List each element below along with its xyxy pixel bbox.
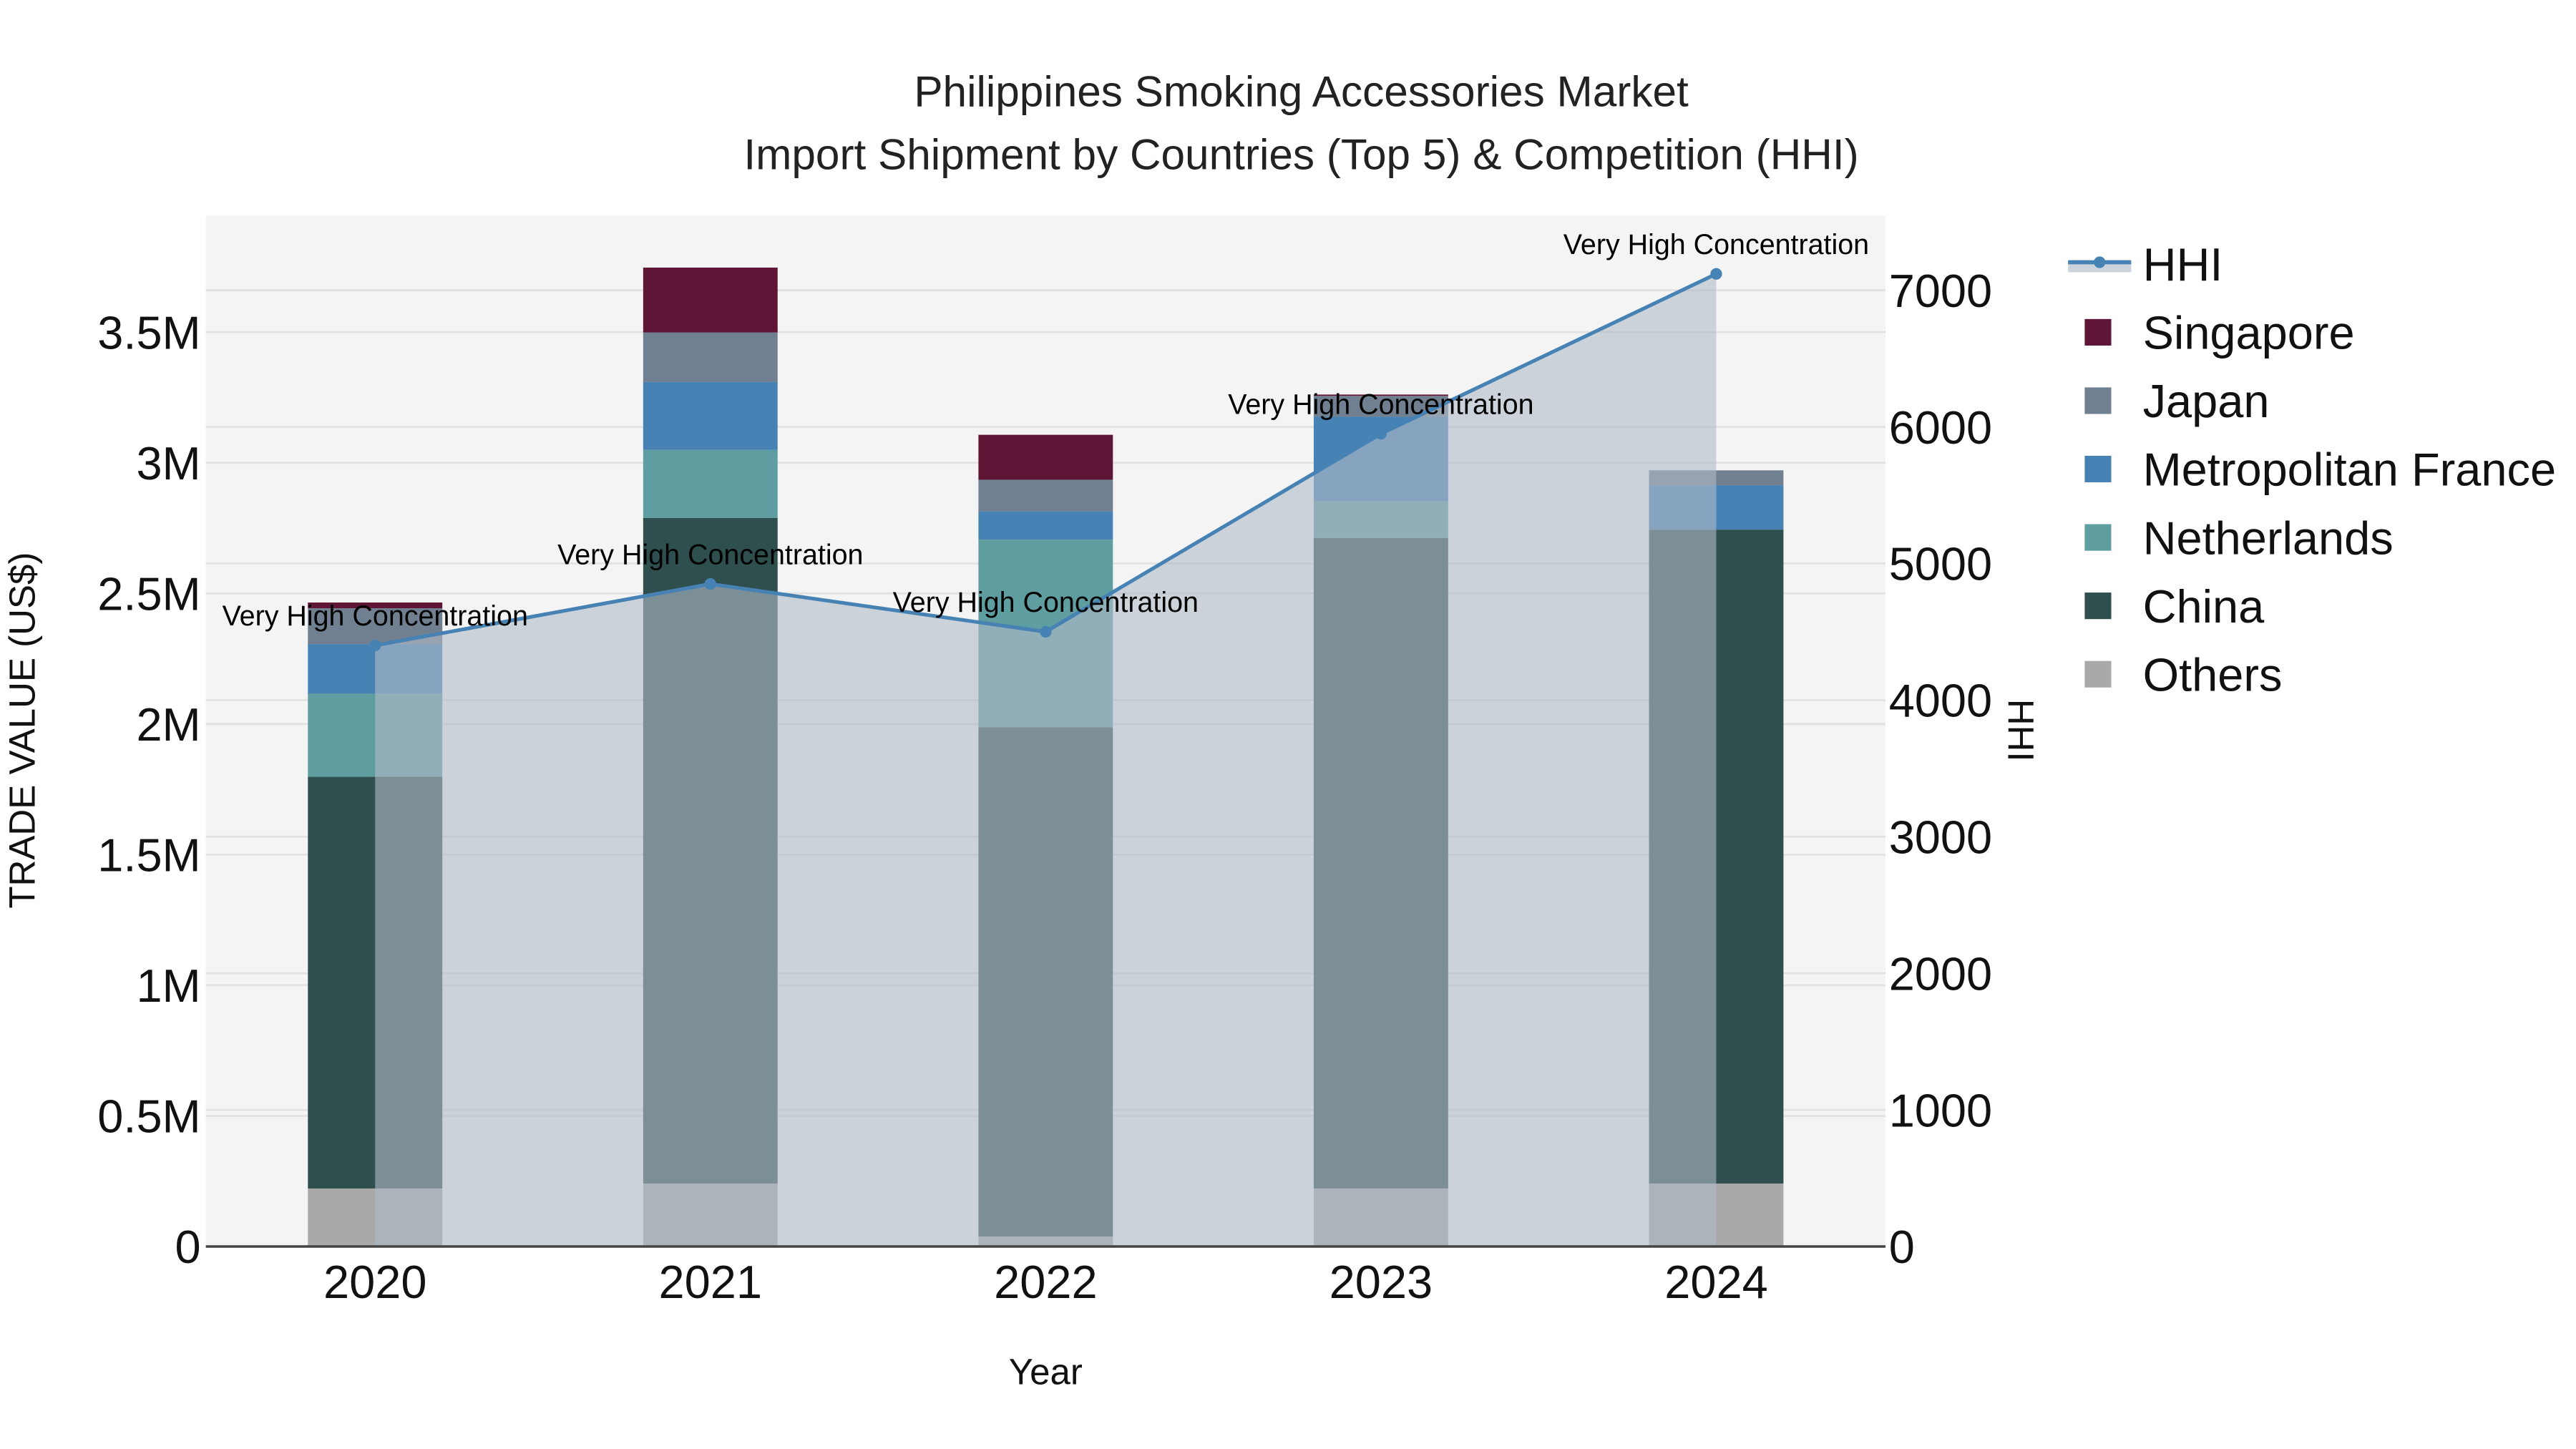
legend-item-singapore[interactable]: Singapore [2084,307,2355,359]
hhi-marker [369,639,381,652]
legend-color-swatch [2084,660,2112,688]
legend-label: HHI [2143,238,2223,291]
legend-marker-icon [2094,256,2106,268]
legend-color-swatch [2084,524,2112,551]
hhi-line [369,268,1722,652]
legend-label: Metropolitan France [2143,444,2557,496]
bar-segment-metropolitan-france [978,511,1113,540]
y2-tick-label: 7000 [1889,265,1992,317]
y2-tick-label: 5000 [1889,538,1992,590]
chart-subtitle: Import Shipment by Countries (Top 5) & C… [743,130,1858,179]
x-tick-label: 2023 [1330,1256,1433,1308]
y-tick-label: 0 [175,1221,201,1273]
y-tick-label: 0.5M [97,1091,200,1143]
y2-tick-label: 6000 [1889,401,1992,454]
hhi-annotation: Very High Concentration [557,539,863,570]
legend-color-swatch [2084,318,2112,346]
legend-item-hhi[interactable]: HHI [2068,238,2223,291]
hhi-fill-area [375,273,1717,1247]
legend-item-china[interactable]: China [2084,580,2265,633]
bar-segment-singapore [643,267,778,333]
legend-color-swatch [2084,592,2112,620]
hhi-annotation: Very High Concentration [893,587,1199,618]
y2-tick-label: 1000 [1889,1084,1992,1136]
legend-item-japan[interactable]: Japan [2084,375,2270,427]
x-axis-title: Year [1009,1352,1083,1392]
y-axis-title: TRADE VALUE (US$) [2,552,43,909]
legend-color-swatch [2084,387,2112,414]
hhi-marker [1710,268,1722,280]
y2-axis-title: HHI [2001,699,2041,762]
hhi-annotation: Very High Concentration [1563,229,1869,260]
legend: HHI Singapore Japan Metropolitan France Neth… [2068,238,2556,701]
hhi-annotation: Very High Concentration [223,600,528,632]
bar-segment-singapore [978,434,1113,480]
hhi-area [375,273,1717,1247]
bar-segment-netherlands [643,449,778,518]
y-tick-label: 2.5M [97,567,200,620]
bar-segment-japan [978,479,1113,512]
bar-segment-singapore [308,602,443,609]
y2-axis-ticks: 0 1000 2000 3000 4000 5000 6000 7000 [1889,265,1992,1273]
legend-label: Others [2143,648,2283,701]
bar-segment-japan [643,332,778,382]
y-tick-label: 2M [136,698,200,751]
x-tick-label: 2022 [994,1256,1097,1308]
y-tick-label: 3.5M [97,306,200,358]
y-tick-label: 1M [136,960,200,1012]
y2-tick-label: 3000 [1889,811,1992,864]
y-axis-ticks: 0 0.5M 1M 1.5M 2M 2.5M 3M 3.5M [97,306,200,1273]
hhi-marker [704,578,716,590]
legend-color-swatch [2084,455,2112,483]
bar-segment-singapore [1313,394,1448,396]
legend-label: Netherlands [2143,512,2394,564]
hhi-annotation: Very High Concentration [1228,389,1533,420]
hhi-marker [1040,625,1052,638]
x-tick-label: 2020 [323,1256,426,1308]
y-tick-label: 3M [136,437,200,489]
legend-label: Singapore [2143,307,2355,359]
x-tick-label: 2021 [659,1256,762,1308]
legend-label: Japan [2143,375,2270,427]
bar-segment-metropolitan-france [643,381,778,450]
y-tick-label: 1.5M [97,829,200,882]
legend-item-others[interactable]: Others [2084,648,2282,701]
x-tick-label: 2024 [1664,1256,1767,1308]
chart-title: Philippines Smoking Accessories Market [914,67,1689,115]
x-axis-ticks: 2020 2021 2022 2023 2024 [323,1256,1768,1308]
y2-tick-label: 2000 [1889,947,1992,1000]
hhi-annotations: Very High Concentration Very High Concent… [223,229,1870,632]
hhi-marker [1375,428,1387,440]
legend-item-netherlands[interactable]: Netherlands [2084,512,2394,564]
legend-label: China [2143,580,2265,633]
y2-tick-label: 0 [1889,1221,1915,1273]
legend-item-metropolitan-france[interactable]: Metropolitan France [2084,444,2556,496]
y2-tick-label: 4000 [1889,675,1992,727]
